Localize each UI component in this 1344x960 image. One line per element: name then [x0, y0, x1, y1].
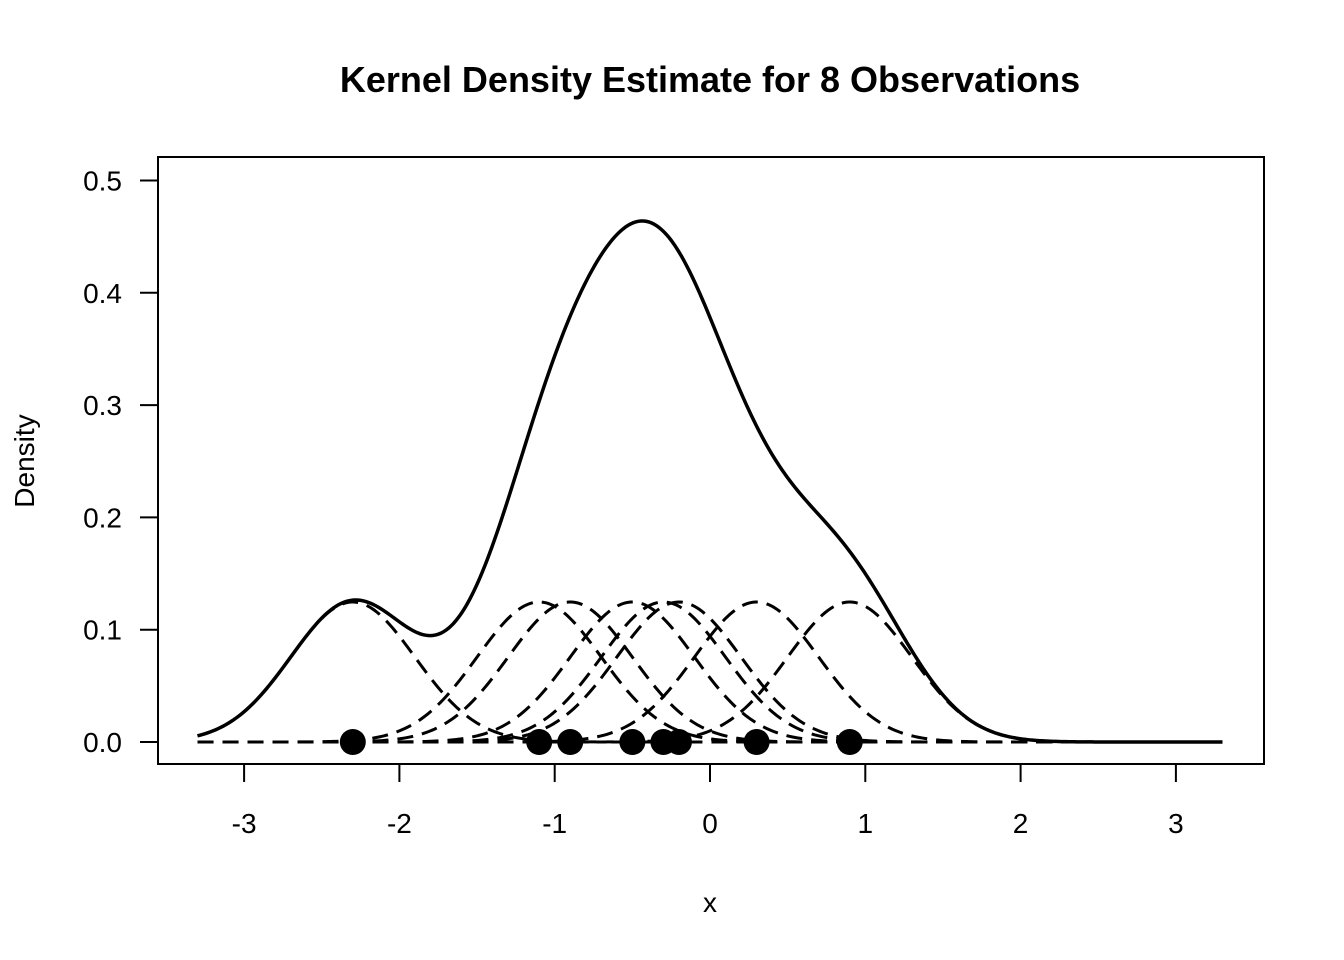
x-tick-label: 0	[702, 808, 718, 839]
observation-point	[619, 729, 646, 755]
x-axis-label: x	[703, 887, 717, 918]
observation-point	[339, 729, 366, 755]
x-tick-label: 3	[1168, 808, 1184, 839]
x-tick-label: -1	[542, 808, 567, 839]
x-tick-label: -3	[232, 808, 257, 839]
observation-point	[665, 729, 692, 755]
y-tick-label: 0.4	[83, 278, 122, 309]
kernel-curve	[197, 600, 1223, 744]
y-tick-label: 0.2	[83, 502, 122, 533]
x-tick-label: 2	[1013, 808, 1029, 839]
y-tick-label: 0.5	[83, 166, 122, 197]
kde-curve-group	[197, 219, 1223, 744]
kde-curve	[197, 219, 1223, 744]
observation-points	[339, 729, 863, 755]
axis-ticks: -3 -2 -1 0 1 2 3 0.0 0.1 0.2 0.3 0.4 0.5	[83, 166, 1184, 840]
y-tick-label: 0.3	[83, 390, 122, 421]
chart-title: Kernel Density Estimate for 8 Observatio…	[340, 59, 1080, 100]
x-tick-label: -2	[387, 808, 412, 839]
kernel-curve	[197, 600, 1223, 744]
y-axis-label: Density	[9, 414, 40, 507]
kernel-curve	[197, 600, 1223, 744]
x-tick-label: 1	[858, 808, 874, 839]
observation-point	[836, 729, 863, 755]
observation-point	[743, 729, 770, 755]
kernel-curve	[197, 600, 1223, 744]
kernel-curve	[197, 600, 1223, 744]
observation-point	[526, 729, 553, 755]
y-tick-label: 0.1	[83, 615, 122, 646]
kernel-curve	[197, 600, 1223, 744]
kernel-curve	[197, 600, 1223, 744]
kernel-curve	[197, 600, 1223, 744]
plot-frame	[157, 156, 1265, 765]
kernel-curves	[197, 600, 1223, 744]
observation-point	[557, 729, 584, 755]
y-tick-label: 0.0	[83, 727, 122, 758]
